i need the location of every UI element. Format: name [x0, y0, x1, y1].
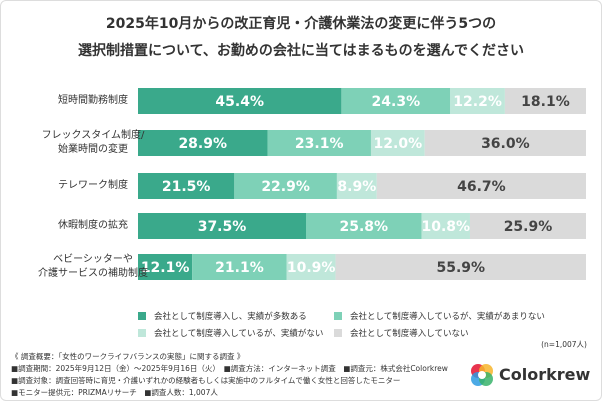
- legend-label: 会社として制度導入していない: [350, 329, 469, 339]
- bar-segment: [267, 130, 371, 156]
- legend-swatch: [334, 312, 342, 320]
- note: ■調査方法：インターネット調査: [223, 364, 336, 373]
- bar-segment: [421, 213, 470, 239]
- legend-item: 会社として制度導入しているが、実績がない: [138, 327, 323, 339]
- bar-segment: [138, 213, 306, 239]
- note: ■調査期間：2025年9月12日（金）～2025年9月16日（火） ■調査方法：…: [11, 363, 448, 374]
- value-label: 37.5%: [198, 219, 247, 235]
- value-label: 45.4%: [215, 94, 264, 110]
- bar-segment: [138, 88, 342, 114]
- bar-segment: [138, 130, 268, 156]
- legend-label: 会社として制度導入しているが、実績があまりない: [350, 312, 545, 322]
- legend-item: 会社として制度導入しているが、実績があまりない: [334, 310, 545, 322]
- value-label: 55.9%: [436, 260, 485, 276]
- value-label: 12.1%: [141, 260, 190, 276]
- legend-item: 会社として制度導入し、実績が多数ある: [138, 310, 307, 322]
- y-tick-label: ベビーシッターや 介護サービスの補助制度: [38, 254, 148, 279]
- plot: 45.4% 24.3% 12.2% 18.1% 28.9% 23.1% 12.0% 36.0%…: [138, 88, 586, 280]
- value-label: 21.5%: [162, 179, 211, 195]
- value-label: 10.9%: [287, 260, 336, 276]
- logo-icon: [471, 364, 493, 386]
- logo-text: Colorkrew: [499, 365, 591, 384]
- bar-segment: [504, 88, 586, 114]
- value-label: 12.2%: [453, 94, 502, 110]
- value-label: 8.9%: [337, 179, 376, 195]
- value-label: 24.3%: [372, 94, 421, 110]
- bar-segment: [424, 130, 586, 156]
- note: ■調査元：株式会社Colorkrew: [343, 364, 448, 373]
- value-label: 10.8%: [421, 219, 470, 235]
- value-label: 28.9%: [178, 136, 227, 152]
- value-label: 12.0%: [374, 136, 423, 152]
- note: ■モニター提供元：PRIZMAリサーチ ■調査人数：1,007人: [11, 387, 218, 398]
- bar-segment: [376, 173, 586, 199]
- y-tick-label: テレワーク制度: [58, 180, 128, 191]
- note: ■調査人数：1,007人: [144, 388, 218, 397]
- legend-swatch: [138, 329, 146, 337]
- bar-segment: [335, 254, 586, 280]
- bar-segment: [370, 130, 425, 156]
- note: 《 調査概要：「女性のワークライフバランスの実態」に関する調査 》: [11, 352, 245, 361]
- y-tick-label: 短時間勤務制度: [58, 95, 128, 106]
- bar-segment: [234, 173, 337, 199]
- value-label: 21.1%: [215, 260, 264, 276]
- bar-segment: [138, 254, 193, 280]
- bar-segment: [336, 173, 377, 199]
- value-label: 22.9%: [261, 179, 310, 195]
- legend-swatch: [138, 312, 146, 320]
- bar-segment: [286, 254, 336, 280]
- chart-title: 2025年10月からの改正育児・介護休業法の変更に伴う5つの 選択制措置について…: [78, 16, 524, 59]
- bar-segment: [192, 254, 287, 280]
- value-label: 23.1%: [295, 136, 344, 152]
- sample-note: (n=1,007人): [541, 340, 587, 349]
- y-tick-label: 休暇制度の拡充: [58, 220, 128, 231]
- value-label: 25.9%: [504, 219, 553, 235]
- y-tick-label: フレックスタイム制度/ 始業時間の変更: [41, 130, 145, 155]
- value-label: 25.8%: [340, 219, 389, 235]
- note: ■調査期間：2025年9月12日（金）～2025年9月16日（火）: [11, 364, 217, 373]
- value-label: 46.7%: [457, 179, 506, 195]
- bar-segment: [138, 173, 235, 199]
- legend-item: 会社として制度導入していない: [334, 327, 469, 339]
- note: ■モニター提供元：PRIZMAリサーチ: [11, 388, 137, 397]
- value-label: 36.0%: [481, 136, 530, 152]
- bar-segment: [341, 88, 451, 114]
- legend-label: 会社として制度導入し、実績が多数ある: [154, 312, 307, 322]
- legend-swatch: [334, 329, 342, 337]
- bar-segment: [450, 88, 505, 114]
- value-label: 18.1%: [521, 94, 570, 110]
- bar-segment: [306, 213, 422, 239]
- legend-label: 会社として制度導入しているが、実績がない: [154, 329, 324, 339]
- bar-segment: [469, 213, 586, 239]
- note: ■調査対象：調査回答時に育児・介護いずれかの経験者もしくは実施中のフルタイムで働…: [11, 376, 401, 385]
